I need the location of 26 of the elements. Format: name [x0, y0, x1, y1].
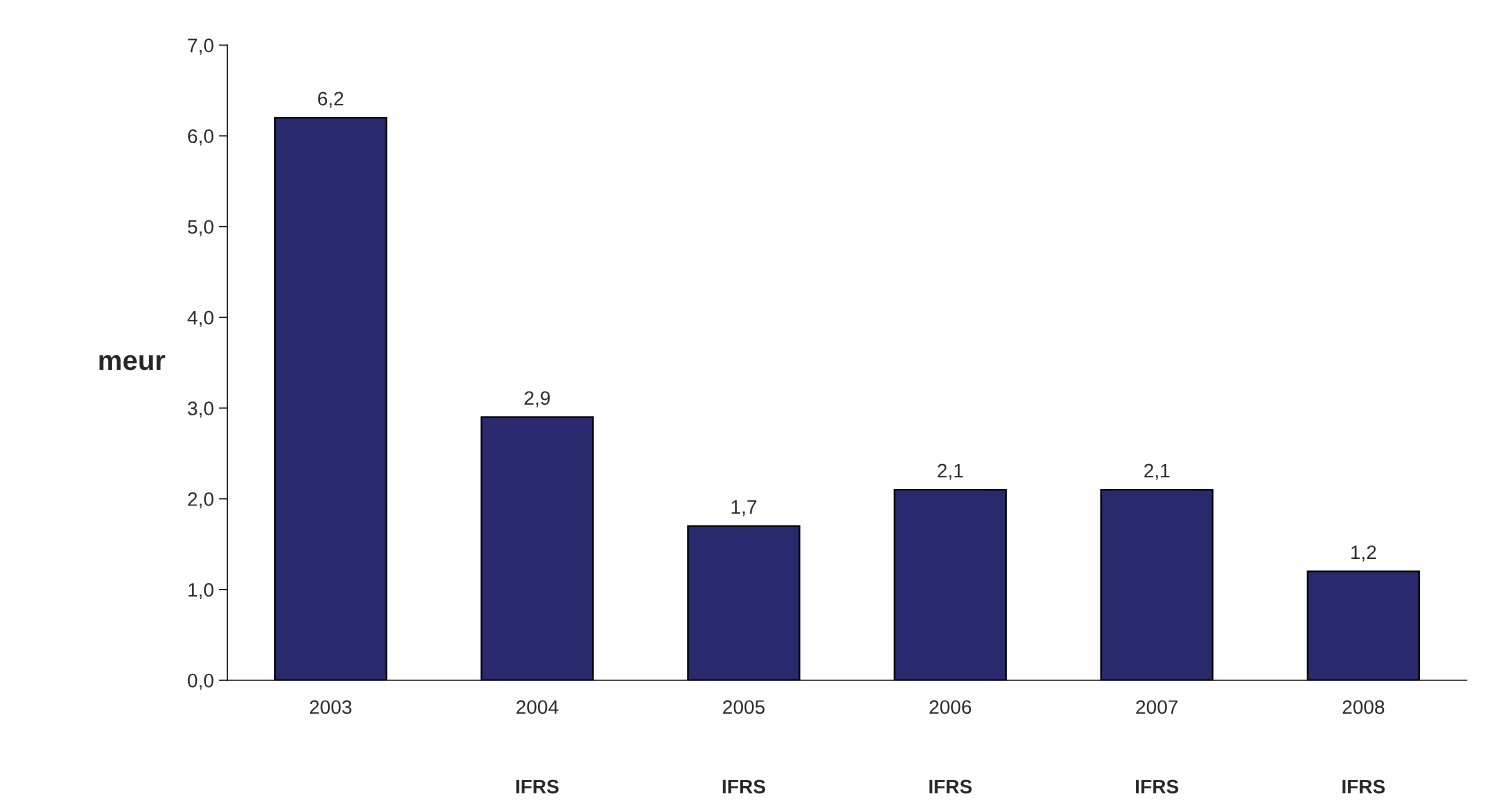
x-tick-label: 2005 [723, 700, 765, 714]
x-tick-label: 2008 [1342, 700, 1385, 714]
y-tick-label: 7,0 [188, 38, 214, 55]
data-label: 1,7 [731, 500, 757, 517]
text: IFRS [1342, 779, 1385, 794]
text: IFRS [1136, 779, 1179, 794]
data-label: 6,2 [318, 91, 344, 108]
x-tick-label: 2004 [516, 700, 559, 714]
x-tick-label: 2003 [309, 700, 352, 714]
y-tick-label: 5,0 [187, 220, 214, 237]
text: IFRS [516, 779, 559, 794]
y-tick-label: 6,0 [188, 129, 214, 146]
x-tick-label: 2006 [929, 700, 972, 714]
x-tick-label: 2007 [1136, 700, 1178, 714]
y-tick-label: 2,0 [188, 492, 214, 509]
y-tick-label: 4,0 [187, 310, 214, 327]
text: IFRS [722, 779, 766, 794]
data-label: 2,9 [524, 391, 550, 408]
y-tick-label: 1,0 [188, 583, 214, 600]
y-tick-label: 0,0 [187, 673, 214, 690]
y-tick-label: 3,0 [187, 401, 214, 418]
data-label: 1,2 [1351, 545, 1376, 562]
data-label: 2,1 [937, 463, 963, 480]
y-axis-title: meur [99, 354, 166, 371]
text: IFRS [929, 779, 972, 794]
data-label: 2,1 [1144, 463, 1170, 480]
